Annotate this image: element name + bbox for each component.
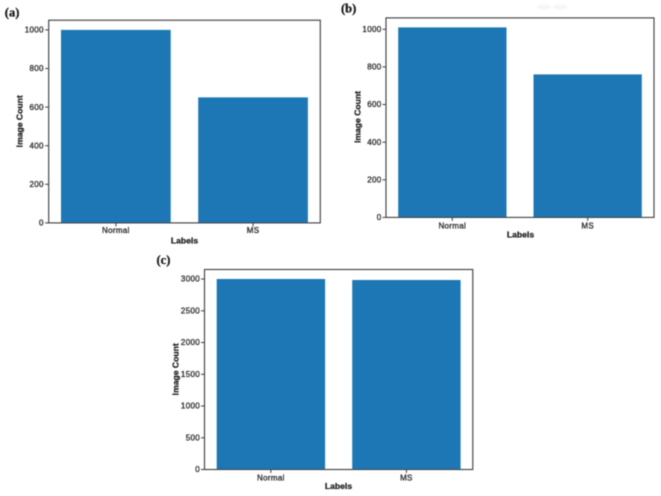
svg-text:MS: MS: [400, 473, 413, 482]
svg-text:Labels: Labels: [325, 481, 352, 491]
svg-text:Image Count: Image Count: [170, 343, 180, 395]
svg-text:0: 0: [39, 219, 44, 228]
svg-text:2500: 2500: [181, 307, 200, 316]
svg-text:1000: 1000: [362, 25, 381, 34]
svg-text:(c): (c): [157, 253, 171, 267]
svg-text:800: 800: [367, 63, 382, 72]
svg-text:200: 200: [367, 176, 382, 185]
svg-text:1000: 1000: [25, 26, 44, 35]
svg-text:MS: MS: [581, 222, 594, 231]
svg-text:(b): (b): [341, 2, 356, 16]
svg-text:3000: 3000: [181, 275, 200, 284]
svg-text:Normal: Normal: [257, 473, 285, 482]
svg-text:2000: 2000: [181, 338, 200, 347]
svg-text:600: 600: [29, 103, 44, 112]
svg-text:MS: MS: [247, 226, 260, 235]
svg-text:1500: 1500: [181, 370, 200, 379]
svg-text:Image Count: Image Count: [352, 91, 362, 143]
svg-text:200: 200: [29, 180, 44, 189]
svg-text:600: 600: [367, 100, 382, 109]
svg-text:400: 400: [367, 138, 382, 147]
svg-text:Normal: Normal: [102, 226, 130, 235]
svg-text:1000: 1000: [181, 402, 200, 411]
svg-text:Labels: Labels: [507, 229, 534, 239]
svg-text:400: 400: [29, 141, 44, 150]
svg-text:500: 500: [186, 434, 201, 443]
svg-text:0: 0: [195, 465, 200, 474]
svg-text:(a): (a): [5, 5, 20, 19]
svg-text:0: 0: [377, 213, 382, 222]
svg-text:Labels: Labels: [171, 236, 198, 246]
svg-text:Normal: Normal: [438, 222, 466, 231]
svg-text:800: 800: [29, 64, 44, 73]
svg-text:Image Count: Image Count: [15, 95, 25, 147]
